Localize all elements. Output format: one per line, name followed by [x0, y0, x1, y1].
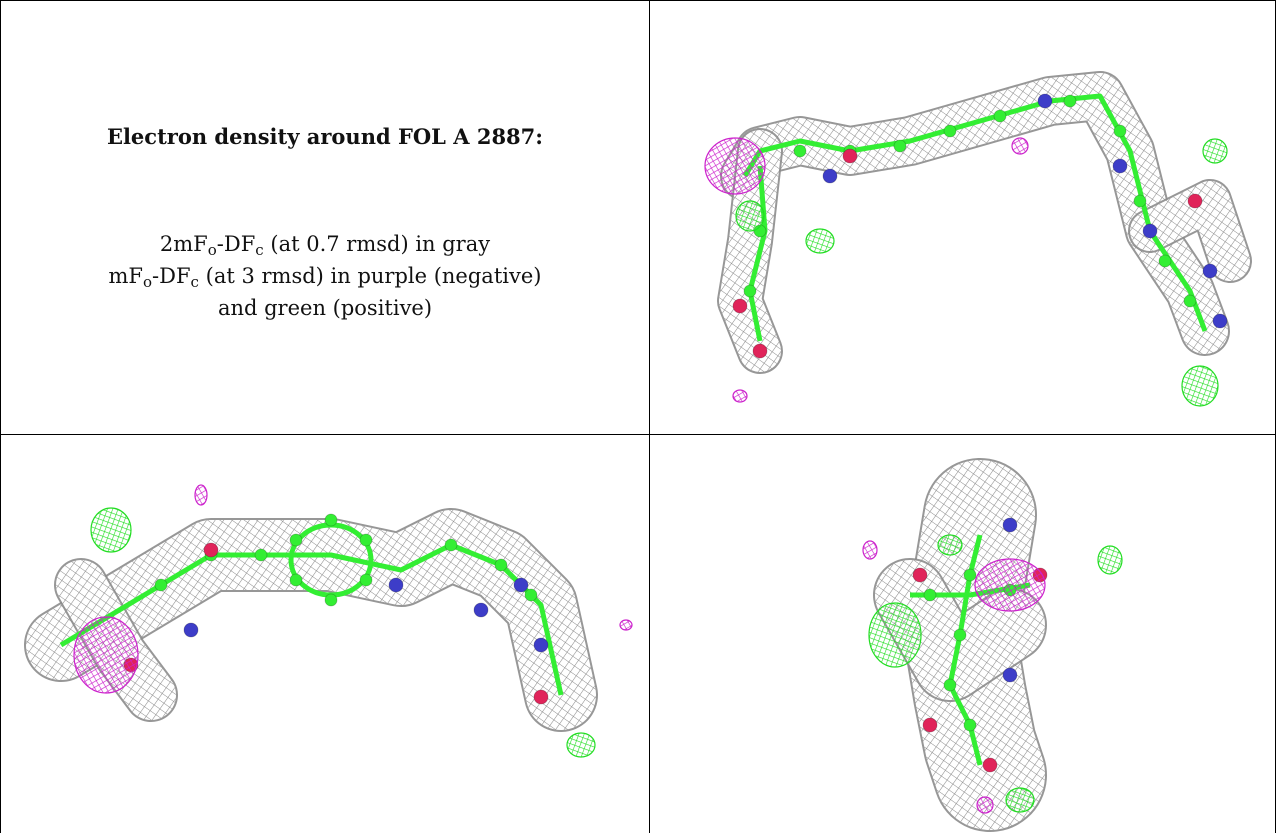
carbon-atom	[893, 139, 907, 153]
density-mesh	[719, 130, 781, 372]
carbon-atom	[359, 573, 373, 587]
positive-density-blob	[90, 507, 132, 553]
carbon-atom	[943, 124, 957, 138]
carbon-atom	[444, 538, 458, 552]
carbon-atom	[1063, 94, 1077, 108]
carbon-atom	[524, 588, 538, 602]
bottom-right-molecule-svg	[862, 458, 1123, 832]
carbon-atom	[494, 558, 508, 572]
table-border-left	[0, 0, 1, 833]
nitrogen-atom	[513, 577, 529, 593]
oxygen-atom	[752, 343, 768, 359]
negative-density-blob	[619, 619, 633, 631]
caption-line-mfo: mFo-DFc (at 3 rmsd) in purple (negative)	[108, 264, 542, 291]
positive-density-blob	[1005, 787, 1035, 813]
positive-density-blob	[805, 228, 835, 254]
nitrogen-atom	[183, 622, 199, 638]
bond-chain	[947, 534, 983, 766]
nitrogen-atom	[1212, 313, 1228, 329]
nitrogen-atom	[1112, 158, 1128, 174]
bond-chain	[742, 93, 1208, 332]
carbon-atom	[993, 109, 1007, 123]
carbon-atom	[359, 533, 373, 547]
carbon-atom	[923, 588, 937, 602]
carbon-atom	[943, 678, 957, 692]
caption-line-2mfo: 2mFo-DFc (at 0.7 rmsd) in gray	[159, 232, 491, 259]
caption-title: Electron density around FOL A 2887:	[106, 124, 544, 149]
carbon-atom	[963, 718, 977, 732]
oxygen-atom	[982, 757, 998, 773]
nitrogen-atom	[822, 168, 838, 184]
bottom-left-molecule-svg	[24, 484, 633, 758]
negative-density-blob	[976, 796, 994, 814]
negative-density-blob	[732, 389, 748, 403]
density-mesh	[722, 73, 1228, 354]
positive-density-blob	[1097, 545, 1123, 575]
negative-density-blob	[194, 484, 208, 506]
negative-density-blob	[862, 540, 878, 560]
oxygen-atom	[203, 542, 219, 558]
density-mesh	[875, 560, 1045, 700]
carbon-atom	[154, 578, 168, 592]
nitrogen-atom	[1202, 263, 1218, 279]
nitrogen-atom	[1002, 667, 1018, 683]
bottom-left-view	[1, 435, 649, 833]
carbon-atom	[289, 533, 303, 547]
nitrogen-atom	[1002, 517, 1018, 533]
carbon-atom	[289, 573, 303, 587]
caption-cell: Electron density around FOL A 2887: 2mFo…	[1, 1, 649, 433]
carbon-atom	[743, 284, 757, 298]
top-right-molecule-svg	[704, 71, 1252, 407]
table-border-row-divider	[0, 434, 1276, 435]
bottom-right-view	[650, 435, 1275, 833]
bond-chain	[747, 165, 768, 342]
negative-density-blob	[974, 558, 1046, 612]
density-mesh	[1130, 181, 1250, 281]
nitrogen-atom	[388, 577, 404, 593]
nitrogen-atom	[533, 637, 549, 653]
positive-density-blob	[566, 732, 596, 758]
carbon-atom	[1183, 294, 1197, 308]
carbon-atom	[963, 568, 977, 582]
oxygen-atom	[922, 717, 938, 733]
nitrogen-atom	[1037, 93, 1053, 109]
carbon-atom	[324, 513, 338, 527]
top-right-view	[650, 1, 1275, 434]
table-border-top	[0, 0, 1276, 1]
positive-density-blob	[868, 602, 922, 668]
carbon-atom	[1158, 254, 1172, 268]
carbon-atom	[793, 144, 807, 158]
positive-density-blob	[937, 534, 963, 556]
carbon-atom	[324, 593, 338, 607]
carbon-atom	[254, 548, 268, 562]
carbon-atom	[1133, 194, 1147, 208]
caption-body: 2mFo-DFc (at 0.7 rmsd) in gray mFo-DFc (…	[1, 228, 649, 324]
carbon-atom	[953, 628, 967, 642]
oxygen-atom	[912, 567, 928, 583]
table-border-middle	[649, 0, 650, 833]
carbon-atom	[1113, 124, 1127, 138]
positive-density-blob	[1181, 365, 1219, 407]
nitrogen-atom	[473, 602, 489, 618]
positive-density-blob	[1202, 138, 1228, 164]
bond-chain	[59, 542, 564, 696]
oxygen-atom	[1187, 193, 1203, 209]
oxygen-atom	[533, 689, 549, 705]
oxygen-atom	[842, 148, 858, 164]
positive-density-blob	[735, 200, 765, 232]
negative-density-blob	[73, 616, 139, 694]
caption-line-positive: and green (positive)	[217, 296, 433, 320]
nitrogen-atom	[1142, 223, 1158, 239]
negative-density-blob	[704, 137, 766, 195]
oxygen-atom	[732, 298, 748, 314]
negative-density-blob	[1011, 137, 1029, 155]
